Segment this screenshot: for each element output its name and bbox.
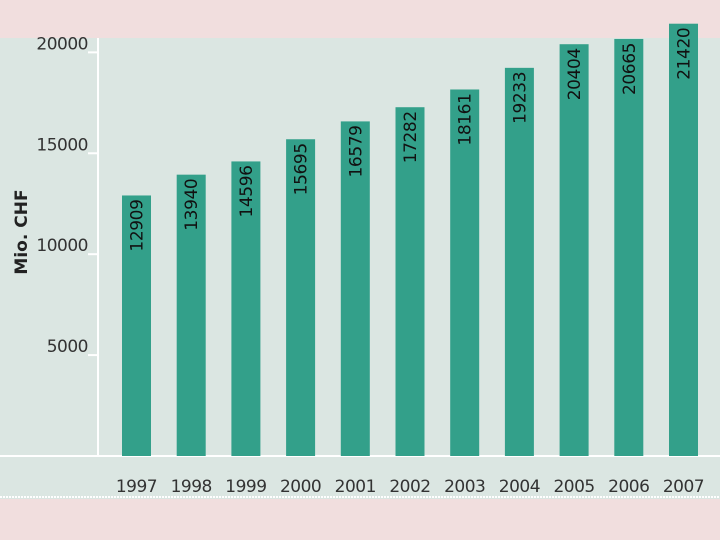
y-tick-label: 15000 xyxy=(36,135,88,155)
x-tick-label-2004: 2004 xyxy=(499,477,540,497)
bar-value-label-1997: 12909 xyxy=(128,199,148,251)
bar-value-label-2001: 16579 xyxy=(346,125,366,177)
y-tick-label: 20000 xyxy=(36,34,88,54)
bar-value-label-2005: 20404 xyxy=(565,48,585,100)
bar-2005 xyxy=(559,44,589,457)
x-tick-label-2002: 2002 xyxy=(389,477,430,497)
bar-2000 xyxy=(286,139,316,456)
bar-2006 xyxy=(614,38,644,457)
bar-value-label-1999: 14596 xyxy=(237,165,257,217)
x-tick-label-2001: 2001 xyxy=(335,477,376,497)
x-tick-label-2003: 2003 xyxy=(444,477,485,497)
x-tick-label-2007: 2007 xyxy=(663,477,704,497)
x-tick-label-1997: 1997 xyxy=(116,477,157,497)
x-tick-label-2006: 2006 xyxy=(608,477,649,497)
bar-2003 xyxy=(450,89,480,456)
bar-2004 xyxy=(504,67,534,457)
bar-1997 xyxy=(122,195,151,457)
bar-2007 xyxy=(669,23,698,457)
x-tick-label-2005: 2005 xyxy=(553,477,594,497)
bar-1998 xyxy=(176,174,206,456)
bar-2002 xyxy=(395,107,425,456)
y-axis-label: Mio. CHF xyxy=(12,189,32,274)
bar-value-label-2000: 15695 xyxy=(292,143,312,195)
bar-value-label-2007: 21420 xyxy=(675,28,695,80)
x-tick-label-1998: 1998 xyxy=(171,477,212,497)
bar-1999 xyxy=(231,161,261,456)
bar-value-label-2006: 20665 xyxy=(620,43,640,95)
bar-value-label-2004: 19233 xyxy=(510,72,530,124)
bar-2001 xyxy=(340,121,370,456)
bar-value-label-2003: 18161 xyxy=(456,93,476,145)
y-tick-label: 5000 xyxy=(47,337,88,357)
x-tick-label-2000: 2000 xyxy=(280,477,321,497)
x-tick-label-1999: 1999 xyxy=(225,477,266,497)
y-tick-label: 10000 xyxy=(36,236,88,256)
bar-value-label-2002: 17282 xyxy=(401,111,421,163)
bar-value-label-1998: 13940 xyxy=(182,179,202,231)
